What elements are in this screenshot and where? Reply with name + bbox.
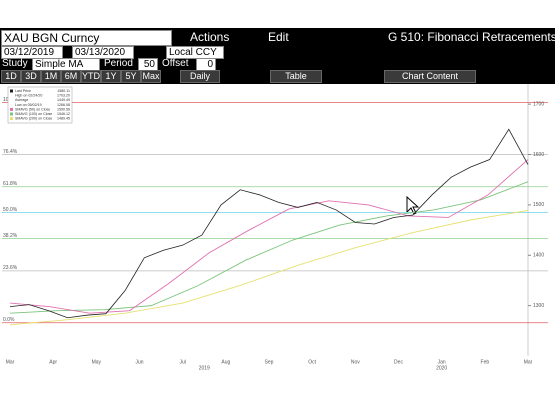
function-title: G 510: Fibonacci Retracements (388, 30, 555, 44)
offset-label: Offset (162, 58, 189, 69)
edit-menu[interactable]: Edit (268, 30, 289, 44)
moving-average (9, 159, 529, 314)
year-label: 2020 (436, 365, 447, 371)
fib-label: 76.4% (3, 149, 18, 155)
cursor (406, 195, 420, 215)
price-line (9, 128, 529, 319)
y-tick-label: 1500 (533, 202, 544, 208)
x-tick-label: Jun (135, 359, 143, 365)
legend-value: 1590.56 (57, 107, 70, 111)
y-tick-label: 1400 (533, 253, 544, 259)
range-button[interactable]: 5Y (121, 70, 141, 83)
end-date[interactable]: 03/13/2020 (72, 46, 134, 59)
x-tick-label: Sep (265, 359, 274, 365)
study-label: Study (2, 58, 28, 69)
x-tick-label: May (92, 359, 102, 365)
range-button[interactable]: 1M (41, 70, 61, 83)
x-tick-label: Oct (308, 359, 316, 365)
fib-label: 23.6% (3, 265, 18, 271)
range-button[interactable]: 1D (1, 70, 21, 83)
legend-swatch (10, 107, 13, 111)
range-button[interactable]: 6M (61, 70, 81, 83)
actions-menu[interactable]: Actions (190, 30, 230, 44)
moving-average (9, 209, 529, 326)
range-button[interactable]: 3D (21, 70, 41, 83)
legend-label: Average (15, 98, 28, 102)
fib-label: 0.0% (3, 317, 15, 323)
year-label: 2019 (199, 365, 210, 371)
x-tick-label: Nov (351, 359, 360, 365)
y-tick-label: 1700 (533, 101, 544, 107)
y-tick-label: 1600 (533, 152, 544, 158)
legend-swatch (10, 98, 13, 102)
x-tick-label: Dec (394, 359, 403, 365)
legend-swatch (10, 103, 13, 107)
legend-swatch (10, 94, 13, 98)
range-button[interactable]: YTD (81, 70, 101, 83)
x-tick-label: Mar (6, 359, 15, 365)
legend-label: SMAVG (50) on Close (15, 107, 50, 111)
frequency-select[interactable]: Daily (180, 70, 220, 83)
legend-swatch (10, 112, 13, 116)
legend-label: Last Price (15, 89, 31, 93)
x-tick-label: Feb (481, 359, 490, 365)
legend-swatch (10, 89, 13, 93)
legend-label: SMAVG (200) on Close (15, 117, 52, 121)
legend-value: 1546.12 (57, 112, 70, 116)
legend-label: SMAVG (100) on Close (15, 112, 52, 116)
range-button[interactable]: 1Y (101, 70, 121, 83)
legend-swatch (10, 117, 13, 121)
moving-average (9, 181, 529, 314)
legend-label: High on 02/24/20 (15, 94, 42, 98)
legend-box (7, 86, 73, 124)
x-tick-label: Apr (49, 359, 57, 365)
fib-label: 38.2% (3, 233, 18, 239)
x-tick-label: Jul (179, 359, 185, 365)
legend-value: 1580.11 (57, 89, 70, 93)
chart-content-button[interactable]: Chart Content (384, 70, 476, 83)
legend-value: 1489.45 (57, 117, 70, 121)
fib-label: 61.8% (3, 181, 18, 187)
legend-value: 1449.49 (57, 98, 70, 102)
legend-label: Low on 05/02/19 (15, 103, 42, 107)
chart: 100.0%76.4%61.8%50.0%38.2%23.6%0.0%13001… (2, 84, 548, 371)
period-label: Period (104, 58, 133, 69)
range-button[interactable]: Max (141, 70, 161, 83)
y-tick-label: 1300 (533, 303, 544, 309)
table-button[interactable]: Table (270, 70, 322, 83)
x-tick-label: Jan (438, 359, 446, 365)
legend-value: 1266.08 (57, 103, 70, 107)
x-tick-label: Mar (524, 359, 533, 365)
currency-select[interactable]: Local CCY (166, 46, 224, 59)
legend-value: 1703.20 (57, 94, 70, 98)
x-tick-label: Aug (221, 359, 230, 365)
fib-label: 50.0% (3, 207, 18, 213)
security-input[interactable]: XAU BGN Curncy (1, 30, 172, 46)
